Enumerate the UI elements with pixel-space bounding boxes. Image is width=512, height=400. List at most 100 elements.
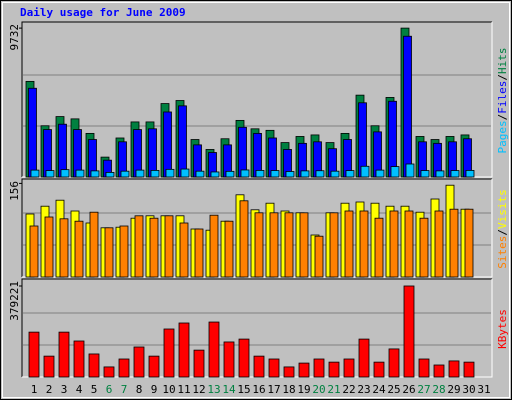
bar [314,235,324,278]
bar [180,168,190,178]
x-tick-label: 29 [447,383,460,396]
legend-entry: Sites [496,236,509,269]
bar [269,212,279,278]
bar [315,170,325,178]
bar [240,169,250,178]
bar [178,322,190,378]
bar [418,358,430,378]
bar [133,346,145,378]
bar [74,220,84,278]
bar [449,208,459,278]
bar [435,170,445,178]
x-tick-label: 21 [327,383,340,396]
legend-entry: Files [496,81,509,114]
panel-edge [21,178,492,277]
x-tick-label: 13 [207,383,220,396]
bar [255,170,265,178]
x-tick-label: 9 [151,383,158,396]
bar [329,212,339,278]
bar [104,227,114,278]
bar [90,170,100,178]
bar [224,220,234,278]
bar [118,358,130,378]
bar [283,366,295,378]
bar [119,225,129,278]
legend-separator: / [496,114,509,121]
x-tick-label: 7 [121,383,128,396]
legend-entry: KBytes [496,309,509,349]
bar [345,170,355,178]
bar [389,210,399,278]
x-tick-label: 2 [46,383,53,396]
x-tick-label: 20 [312,383,325,396]
chart-title: Daily usage for June 2009 [20,6,186,19]
bar [60,169,70,178]
bar [163,111,172,178]
x-tick-label: 16 [252,383,265,396]
x-tick-label: 30 [462,383,475,396]
legend: KBytes [496,309,509,349]
bar [43,129,52,178]
x-tick-label: 27 [417,383,430,396]
y-tick-label: 156 [8,181,21,201]
legend: Pages/Files/Hits [496,48,509,154]
bar [148,355,160,378]
x-tick-label: 26 [402,383,415,396]
bar [150,170,160,178]
bar [43,355,55,378]
bar [148,128,157,178]
bar [44,216,54,278]
x-tick-label: 12 [192,383,205,396]
bar [374,217,384,278]
bar [225,170,235,178]
bar [103,366,115,378]
bar [450,170,460,178]
bar [239,200,249,278]
bar [433,364,445,378]
bar [208,321,220,378]
bar [45,170,55,178]
bar [149,217,159,278]
bar [403,35,412,178]
bar [419,217,429,278]
legend-entry: Pages [496,120,509,153]
bar [89,211,99,278]
bar [105,172,115,178]
bar [28,87,37,178]
bar [300,170,310,178]
bar [29,225,39,278]
bar [88,353,100,378]
bar [358,102,367,178]
bar [359,210,369,278]
legend-entry: Hits [496,48,509,75]
bar [285,171,295,178]
bar [238,126,247,178]
bar [344,210,354,278]
bar [179,222,189,278]
bar [448,360,460,378]
legend: Sites/Visits [496,189,509,269]
bar [193,349,205,378]
x-tick-label: 1 [31,383,38,396]
bar [360,165,370,178]
bar [434,210,444,278]
x-tick-label: 22 [342,383,355,396]
x-tick-label: 23 [357,383,370,396]
bar [405,163,415,178]
bar [253,355,265,378]
bar [390,166,400,178]
bar [178,105,187,178]
bar [210,171,220,178]
y-tick-label: 379221 [8,281,21,321]
x-tick-label: 15 [237,383,250,396]
x-tick-label: 11 [177,383,190,396]
bar [343,358,355,378]
bar [163,328,175,378]
bar [73,340,85,378]
legend-separator: / [496,229,509,236]
bar [388,348,400,378]
bar [328,361,340,378]
x-tick-label: 3 [61,383,68,396]
bar [195,170,205,178]
